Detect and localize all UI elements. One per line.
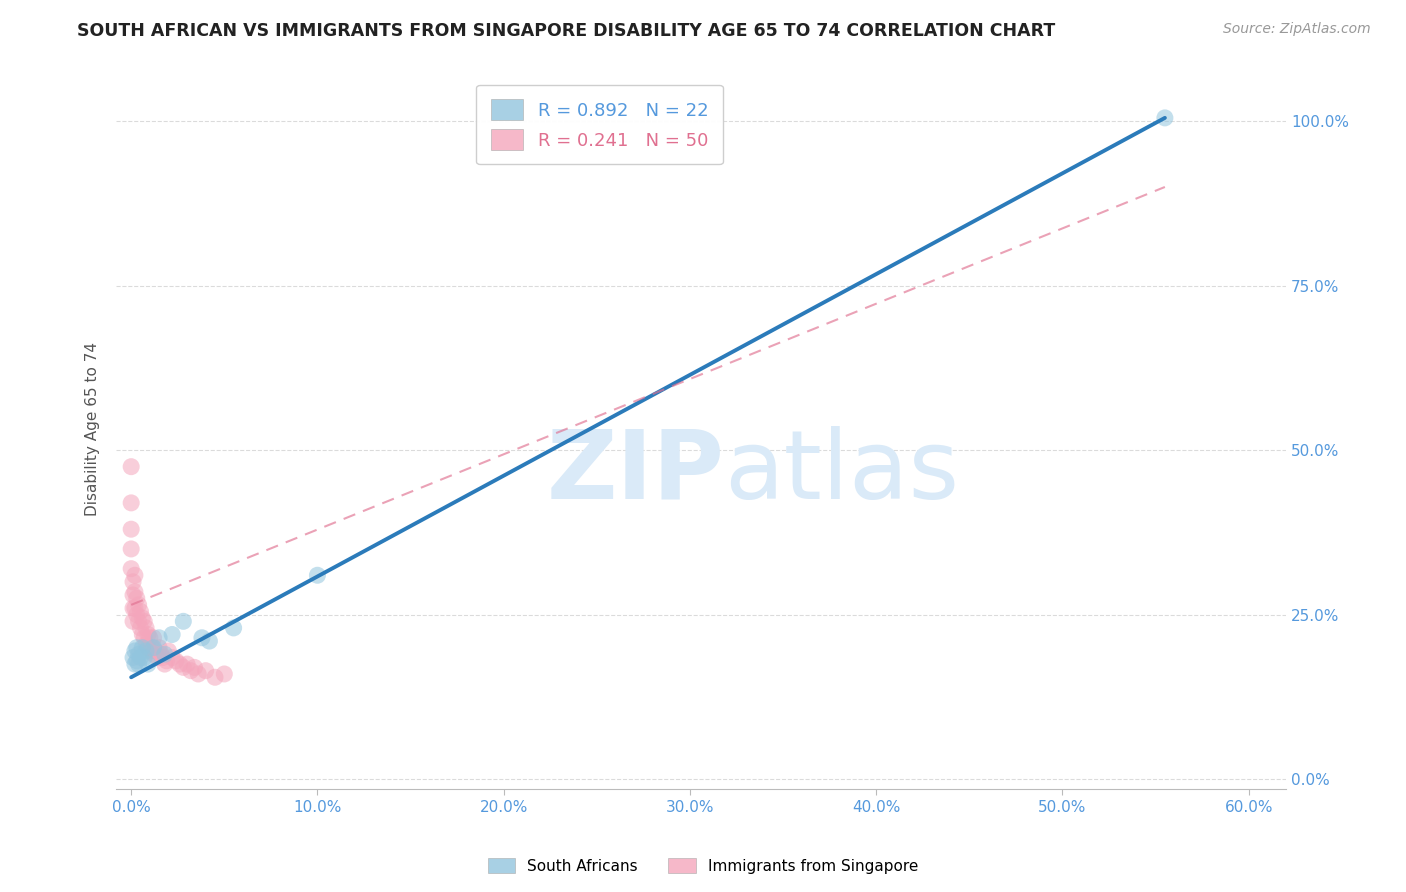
Point bbox=[135, 637, 157, 651]
Point bbox=[307, 568, 329, 582]
Point bbox=[142, 647, 165, 661]
Point bbox=[122, 650, 145, 665]
Text: SOUTH AFRICAN VS IMMIGRANTS FROM SINGAPORE DISABILITY AGE 65 TO 74 CORRELATION C: SOUTH AFRICAN VS IMMIGRANTS FROM SINGAPO… bbox=[77, 22, 1056, 40]
Point bbox=[125, 591, 148, 606]
Point bbox=[122, 615, 145, 629]
Point bbox=[129, 650, 152, 665]
Point bbox=[157, 644, 180, 658]
Point bbox=[124, 657, 146, 672]
Point bbox=[125, 640, 148, 655]
Point bbox=[135, 621, 157, 635]
Point bbox=[172, 615, 194, 629]
Point bbox=[148, 631, 170, 645]
Point bbox=[131, 611, 153, 625]
Text: atlas: atlas bbox=[724, 425, 960, 518]
Point bbox=[122, 574, 145, 589]
Point bbox=[136, 657, 159, 672]
Point bbox=[124, 568, 146, 582]
Point bbox=[165, 654, 187, 668]
Point bbox=[176, 657, 198, 672]
Legend: South Africans, Immigrants from Singapore: South Africans, Immigrants from Singapor… bbox=[481, 852, 925, 880]
Point bbox=[160, 650, 183, 665]
Point bbox=[160, 627, 183, 641]
Point bbox=[120, 459, 142, 474]
Point bbox=[141, 640, 163, 655]
Point bbox=[122, 588, 145, 602]
Point bbox=[198, 634, 221, 648]
Point bbox=[128, 657, 150, 672]
Point bbox=[120, 522, 142, 536]
Point bbox=[149, 647, 172, 661]
Point bbox=[122, 601, 145, 615]
Point bbox=[169, 657, 191, 672]
Point bbox=[135, 644, 157, 658]
Point bbox=[128, 615, 150, 629]
Point bbox=[131, 627, 153, 641]
Y-axis label: Disability Age 65 to 74: Disability Age 65 to 74 bbox=[86, 342, 100, 516]
Point bbox=[128, 598, 150, 612]
Point bbox=[128, 647, 150, 661]
Point bbox=[129, 604, 152, 618]
Point bbox=[136, 640, 159, 655]
Point bbox=[146, 650, 169, 665]
Point bbox=[155, 654, 177, 668]
Point bbox=[214, 667, 236, 681]
Text: ZIP: ZIP bbox=[547, 425, 724, 518]
Point bbox=[191, 631, 214, 645]
Point bbox=[1154, 111, 1177, 125]
Point bbox=[153, 657, 176, 672]
Point bbox=[125, 654, 148, 668]
Point bbox=[124, 584, 146, 599]
Text: Source: ZipAtlas.com: Source: ZipAtlas.com bbox=[1223, 22, 1371, 37]
Point bbox=[134, 615, 156, 629]
Point bbox=[204, 670, 226, 684]
Point bbox=[152, 650, 174, 665]
Point bbox=[222, 621, 245, 635]
Point bbox=[131, 640, 153, 655]
Point bbox=[129, 621, 152, 635]
Point bbox=[183, 660, 205, 674]
Point bbox=[125, 607, 148, 622]
Point bbox=[124, 644, 146, 658]
Point bbox=[139, 631, 162, 645]
Point bbox=[136, 627, 159, 641]
Point bbox=[142, 631, 165, 645]
Point bbox=[142, 640, 165, 655]
Point bbox=[172, 660, 194, 674]
Point bbox=[134, 650, 156, 665]
Legend: R = 0.892   N = 22, R = 0.241   N = 50: R = 0.892 N = 22, R = 0.241 N = 50 bbox=[477, 85, 723, 164]
Point bbox=[180, 664, 202, 678]
Point bbox=[120, 541, 142, 556]
Point bbox=[124, 601, 146, 615]
Point bbox=[139, 644, 162, 658]
Point bbox=[120, 496, 142, 510]
Point bbox=[187, 667, 209, 681]
Point bbox=[145, 644, 167, 658]
Point bbox=[148, 640, 170, 655]
Point bbox=[194, 664, 217, 678]
Point bbox=[153, 647, 176, 661]
Point bbox=[120, 562, 142, 576]
Point bbox=[134, 631, 156, 645]
